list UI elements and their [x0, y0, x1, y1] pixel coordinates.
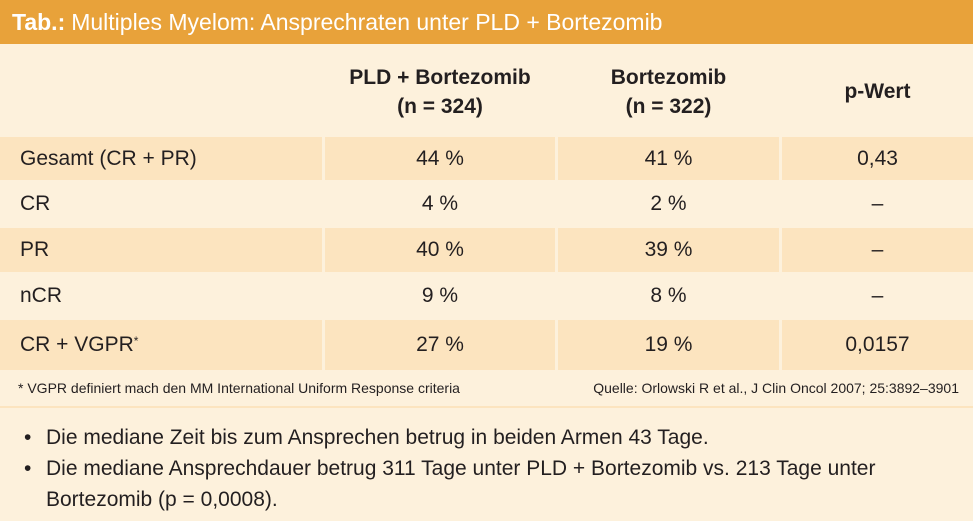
cell-bortezomib: 2 % [650, 192, 687, 215]
footnote-definition: * VGPR definiert mach den MM Internation… [18, 380, 460, 396]
table-title: Multiples Myelom: Ansprechraten unter PL… [71, 8, 663, 35]
header-p-value: p-Wert [782, 50, 973, 135]
row-label: CR [20, 192, 51, 215]
header-bortezomib-name: Bortezomib [610, 66, 727, 90]
cell-bortezomib: 19 % [644, 333, 693, 356]
cell-p-value: 0,43 [857, 146, 898, 170]
cell-p-value: – [871, 238, 884, 261]
table-title-bar: Tab.: Multiples Myelom: Ansprechraten un… [0, 0, 973, 44]
cell-p-value: – [871, 284, 884, 307]
cell-bortezomib: 8 % [650, 284, 687, 307]
row-label: Gesamt (CR + PR) [20, 146, 197, 170]
cell-pld-bortezomib: 44 % [416, 146, 464, 170]
cell-bortezomib: 41 % [644, 146, 693, 170]
cell-bortezomib: 39 % [644, 238, 693, 261]
header-bortezomib: Bortezomib (n = 322) [558, 50, 782, 135]
header-bortezomib-n: (n = 322) [625, 94, 712, 118]
table-row: Gesamt (CR + PR) 44 % 41 % 0,43 [0, 135, 973, 180]
header-p-value-label: p-Wert [844, 80, 911, 104]
table-title-prefix: Tab.: [12, 8, 66, 35]
bullet-icon: • [24, 426, 32, 449]
footnote-marker: * [133, 334, 139, 348]
cell-pld-bortezomib: 4 % [421, 192, 459, 215]
note-text: Die mediane Ansprechdauer betrug 311 Tag… [46, 457, 876, 511]
list-item: • Die mediane Zeit bis zum Ansprechen be… [24, 422, 964, 453]
header-pld-bortezomib: PLD + Bortezomib (n = 324) [325, 50, 558, 135]
cell-p-value: 0,0157 [845, 333, 910, 356]
table-row: CR + VGPR * 27 % 19 % 0,0157 [0, 318, 973, 370]
cell-pld-bortezomib: 9 % [421, 284, 459, 307]
header-pld-bortezomib-n: (n = 324) [397, 94, 483, 118]
header-cell-empty [0, 50, 325, 135]
footnote-source: Quelle: Orlowski R et al., J Clin Oncol … [593, 380, 959, 396]
summary-notes: • Die mediane Zeit bis zum Ansprechen be… [24, 422, 964, 515]
table-row: PR 40 % 39 % – [0, 226, 973, 272]
table-row: nCR 9 % 8 % – [0, 272, 973, 318]
row-label: CR + VGPR [20, 333, 134, 356]
table-row: CR 4 % 2 % – [0, 180, 973, 226]
cell-p-value: – [871, 192, 884, 215]
table-header-row: PLD + Bortezomib (n = 324) Bortezomib (n… [0, 50, 973, 135]
note-text: Die mediane Zeit bis zum Ansprechen betr… [46, 426, 709, 449]
list-item: • Die mediane Ansprechdauer betrug 311 T… [24, 453, 964, 515]
table-footnote: * VGPR definiert mach den MM Internation… [0, 370, 973, 408]
bullet-icon: • [24, 457, 32, 480]
row-label: PR [20, 238, 50, 261]
cell-pld-bortezomib: 40 % [416, 238, 464, 261]
cell-pld-bortezomib: 27 % [416, 333, 464, 356]
row-label: nCR [20, 284, 63, 307]
header-pld-bortezomib-name: PLD + Bortezomib [349, 66, 531, 90]
